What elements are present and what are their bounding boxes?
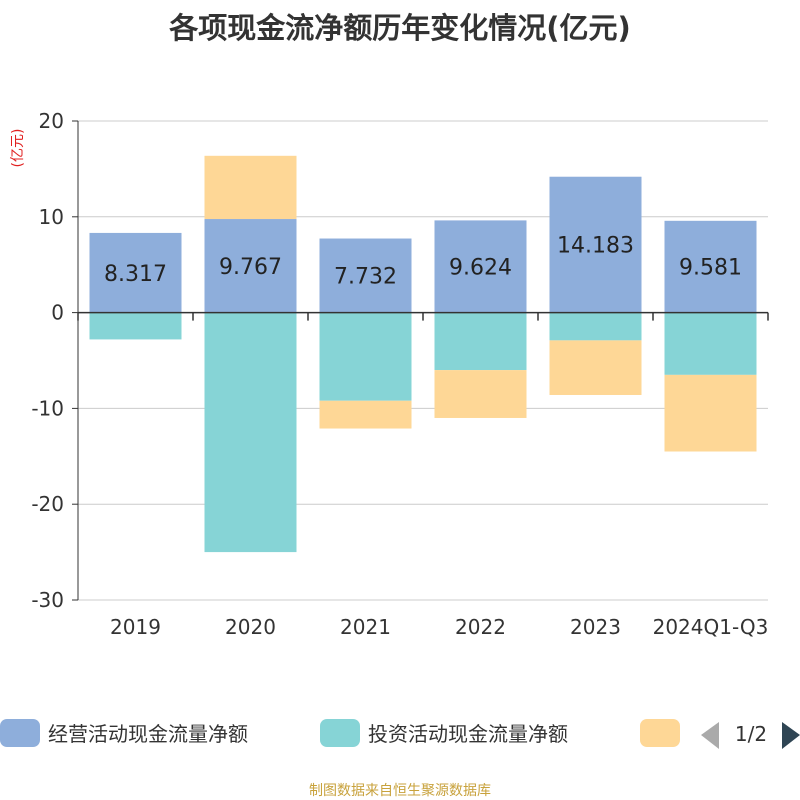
y-tick-label: 20 — [39, 109, 64, 133]
bar-1-2022 — [434, 220, 527, 313]
bar-2-2023 — [549, 312, 642, 341]
bar-3-2023 — [549, 340, 642, 395]
y-tick-label: -10 — [31, 396, 64, 420]
legend-swatch-3[interactable] — [640, 719, 680, 747]
data-label: 14.183 — [557, 234, 634, 259]
bar-3-2022 — [434, 370, 527, 418]
bar-3-2021 — [319, 400, 412, 429]
legend: 经营活动现金流量净额 投资活动现金流量净额 1/2 — [0, 719, 800, 749]
y-tick-label: -30 — [31, 588, 64, 612]
bar-2-2021 — [319, 312, 412, 401]
legend-label-1[interactable]: 经营活动现金流量净额 — [48, 722, 248, 746]
legend-swatch-2[interactable] — [320, 719, 360, 747]
x-tick-label: 2021 — [340, 615, 391, 639]
data-label: 7.732 — [334, 265, 397, 290]
x-tick-label: 2020 — [225, 615, 276, 639]
axes: 20 10 0 -10 -20 -30 2019 2020 2021 2022 2023 2024Q1… — [31, 109, 769, 639]
bar-2-2019 — [89, 312, 182, 340]
x-tick-label: 2022 — [455, 615, 506, 639]
data-label: 9.624 — [449, 256, 512, 281]
y-tick-label: 0 — [51, 301, 64, 325]
bar-1-2024Q1-Q3 — [664, 220, 757, 313]
y-axis-unit-label: (亿元) — [10, 129, 26, 168]
x-tick-label: 2023 — [570, 615, 621, 639]
bar-2-2020 — [204, 312, 297, 553]
bar-3-2020 — [204, 155, 297, 220]
y-tick-label: 10 — [39, 205, 64, 229]
bar-1-2023 — [549, 176, 642, 313]
bar-1-2019 — [89, 232, 182, 313]
bars-layer — [89, 155, 757, 553]
legend-page-indicator: 1/2 — [735, 722, 767, 746]
source-note: 制图数据来自恒生聚源数据库 — [309, 783, 491, 799]
legend-label-2[interactable]: 投资活动现金流量净额 — [368, 722, 568, 746]
bar-1-2020 — [204, 219, 297, 313]
data-label: 8.317 — [104, 262, 167, 287]
legend-swatch-1[interactable] — [0, 719, 40, 747]
bar-3-2024Q1-Q3 — [664, 374, 757, 452]
chart-title: 各项现金流净额历年变化情况(亿元) — [168, 11, 631, 45]
x-tick-label: 2019 — [110, 615, 161, 639]
legend-prev-arrow-icon[interactable] — [701, 722, 719, 749]
bar-1-2021 — [319, 238, 412, 313]
y-tick-label: -20 — [31, 492, 64, 516]
legend-next-arrow-icon[interactable] — [782, 722, 800, 749]
bar-2-2022 — [434, 312, 527, 371]
data-label: 9.581 — [679, 256, 742, 281]
data-labels: 8.317 9.767 7.732 9.624 14.183 9.581 — [104, 234, 742, 290]
data-label: 9.767 — [219, 255, 282, 280]
x-tick-label: 2024Q1-Q3 — [653, 615, 769, 639]
bar-2-2024Q1-Q3 — [664, 312, 757, 375]
